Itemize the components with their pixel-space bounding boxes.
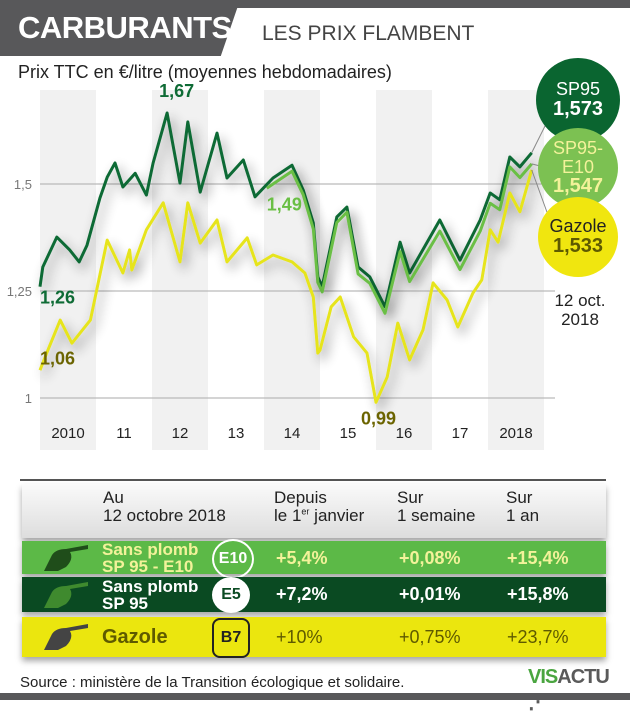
header-text: Sur [506,488,533,507]
header-year: Sur 1 an [506,489,539,525]
ytd-value: +5,4% [276,548,328,568]
header-text: Sur [397,488,424,507]
y-tick-label: 1 [25,391,32,406]
fuel-name: Gazole [102,626,168,648]
end-date-line: 12 oct. [554,291,606,310]
header-text: Au [103,488,124,507]
end-label-name: Gazole [549,216,607,237]
header-text: 1 an [506,505,540,525]
end-label-e10: SP95- E10 1,547 [538,128,618,208]
x-tick-label: 12 [172,425,189,442]
week-value: +0,75% [399,627,461,647]
y-tick-label: 1,25 [7,284,32,299]
x-tick-label: 14 [284,425,301,442]
table-header: Au 12 octobre 2018 Depuis le 1er janvier S… [22,484,606,538]
week-value: +0,08% [399,548,461,568]
fuel-badge: E10 [212,539,254,579]
x-tick-label: 13 [228,425,245,442]
leader-line [531,169,549,216]
top-bar [0,0,630,8]
fuel-name-line: Sans plomb [102,540,199,559]
end-label-value: 1,573 [552,97,604,120]
x-tick-label: 2018 [499,425,532,442]
year-band [152,90,208,450]
table-row-sp95: Sans plomb SP 95 E5 +7,2% +0,01% +15,8% [22,577,606,613]
fuel-name-line: SP 95 - E10 [102,557,194,577]
end-label-value: 1,547 [552,175,604,198]
fuel-pump-icon [44,624,88,650]
page-subtitle: LES PRIX FLAMBENT [262,22,475,45]
x-tick-label: 2010 [51,425,84,442]
table-divider [20,479,606,481]
source-note: Source : ministère de la Transition écol… [20,674,405,691]
fuel-name: Sans plomb SP 95 [102,578,198,613]
x-tick-label: 17 [452,425,469,442]
series-line-sp95 [38,111,533,309]
x-tick-label: 15 [340,425,357,442]
fuel-pump-icon [44,545,88,571]
annotation-label: 1,67 [159,81,194,101]
page-title: CARBURANTS [18,10,232,45]
end-date-line: 2018 [561,309,599,329]
header-date: Au 12 octobre 2018 [103,489,226,525]
visactu-logo: VISACTU ⋰ [528,666,610,713]
week-value: +0,01% [399,584,461,604]
unit-label: Prix TTC en €/litre (moyennes hebdomadai… [18,62,392,82]
header-text: 1 semaine [397,505,476,525]
end-label-name: E10 [561,156,595,177]
year-value: +15,4% [507,548,569,568]
header-week: Sur 1 semaine [397,489,475,525]
annotation-label: 1,06 [40,348,75,368]
ytd-value: +7,2% [276,584,328,604]
annotation-label: 1,26 [40,288,75,308]
year-band [264,90,320,450]
header-text: janvier [309,505,365,525]
year-band [376,90,432,450]
ytd-value: +10% [276,627,323,647]
end-label-name: SP95 [555,79,601,100]
bottom-bar [0,693,630,700]
fuel-name: Sans plomb SP 95 - E10 [102,541,198,576]
y-tick-label: 1,5 [14,177,32,192]
header-text: le 1 [274,505,302,525]
annotation-label: 0,99 [361,408,396,428]
header-ytd: Depuis le 1er janvier [274,489,364,525]
year-value: +15,8% [507,584,569,604]
year-band [40,90,96,450]
end-date: 12 oct. 2018 [545,291,615,329]
end-label-value: 1,533 [552,234,604,257]
logo-part: ACTU [557,666,610,688]
logo-part: VIS [528,666,558,688]
year-band [488,90,544,450]
title-box [0,0,240,56]
table-row-gazole: Gazole B7 +10% +0,75% +23,7% [22,617,606,658]
annotation-label: 1,49 [267,194,302,214]
fuel-badge: E5 [212,577,250,613]
x-tick-label: 11 [116,425,132,442]
fuel-badge: B7 [212,618,250,658]
price-chart: 2010 11 12 13 14 15 16 17 2018 1,5 1,25 1 1,67 1,26 1,… [7,81,555,450]
series-line-sp95-e10 [265,162,533,315]
series-line-gazole [38,169,534,404]
fuel-name-line: Sans plomb [102,577,199,596]
year-value: +23,7% [507,627,569,647]
x-tick-label: 16 [396,425,413,442]
end-label-gazole: Gazole 1,533 [538,197,618,277]
header-text: 12 octobre 2018 [103,505,226,525]
header-sup: er [301,506,310,517]
table-row-e10: Sans plomb SP 95 - E10 E10 +5,4% +0,08% +… [22,539,606,579]
header-text: Depuis [274,488,327,507]
fuel-name-line: SP 95 [102,594,149,614]
end-label-name: SP95- [552,137,604,158]
fuel-pump-icon [44,582,88,608]
